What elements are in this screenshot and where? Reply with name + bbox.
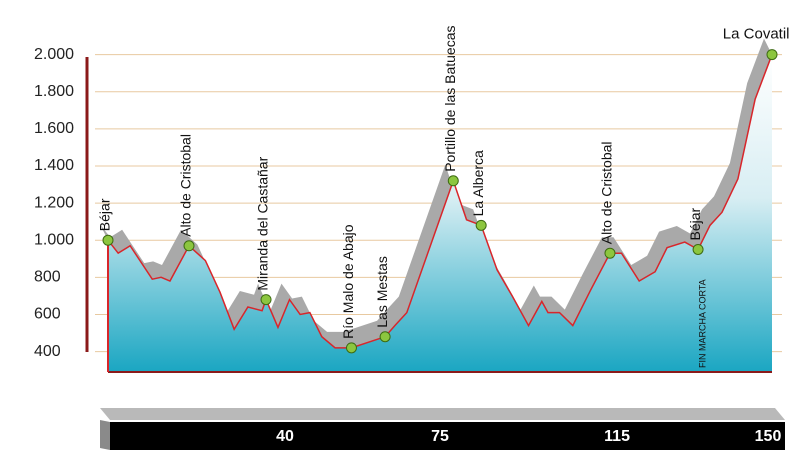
distance-bar bbox=[110, 422, 785, 450]
waypoint bbox=[260, 294, 272, 306]
waypoint bbox=[102, 234, 114, 246]
y-tick-label: 800 bbox=[34, 269, 61, 286]
waypoint bbox=[692, 243, 704, 255]
waypoint bbox=[475, 219, 487, 231]
x-tick-label: 40 bbox=[276, 428, 294, 445]
waypoint-label: Alto de Cristobal bbox=[178, 134, 194, 237]
waypoint bbox=[345, 342, 357, 354]
waypoint-label: La Alberca bbox=[470, 150, 486, 216]
y-tick-label: 600 bbox=[34, 306, 61, 323]
waypoint-label: Béjar bbox=[687, 207, 703, 240]
y-tick-label: 1.200 bbox=[34, 194, 74, 211]
waypoint bbox=[447, 175, 459, 187]
profile-line bbox=[107, 54, 773, 349]
waypoint-label: Béjar bbox=[97, 198, 113, 231]
area bbox=[108, 54, 772, 372]
y-tick-label: 1.400 bbox=[34, 157, 74, 174]
relief-shadow bbox=[100, 38, 772, 348]
y-tick-label: 400 bbox=[34, 343, 61, 360]
bar-shadow bbox=[100, 408, 785, 420]
waypoint-label: Las Mestas bbox=[374, 256, 390, 328]
waypoint bbox=[379, 331, 391, 343]
waypoint bbox=[604, 247, 616, 259]
y-tick-label: 1.800 bbox=[34, 83, 74, 100]
x-tick-label: 75 bbox=[431, 428, 449, 445]
waypoint-label: Río Malo de Abajo bbox=[340, 224, 356, 339]
y-tick-label: 1.000 bbox=[34, 231, 74, 248]
waypoint-label: Miranda del Castañar bbox=[255, 156, 271, 290]
y-tick-label: 2.000 bbox=[34, 46, 74, 63]
x-tick-label: 150 bbox=[755, 428, 782, 445]
bar-side bbox=[100, 420, 110, 450]
y-tick-label: 1.600 bbox=[34, 120, 74, 137]
x-tick-label: 115 bbox=[604, 428, 630, 445]
waypoint-label: La Covatilla bbox=[723, 26, 790, 43]
waypoint-label: Portillo de las Batuecas bbox=[442, 25, 458, 171]
waypoint bbox=[766, 49, 778, 61]
annotation: FIN MARCHA CORTA bbox=[697, 279, 707, 368]
waypoint-label: Alto de Cristobal bbox=[599, 141, 615, 244]
waypoint bbox=[183, 240, 195, 252]
